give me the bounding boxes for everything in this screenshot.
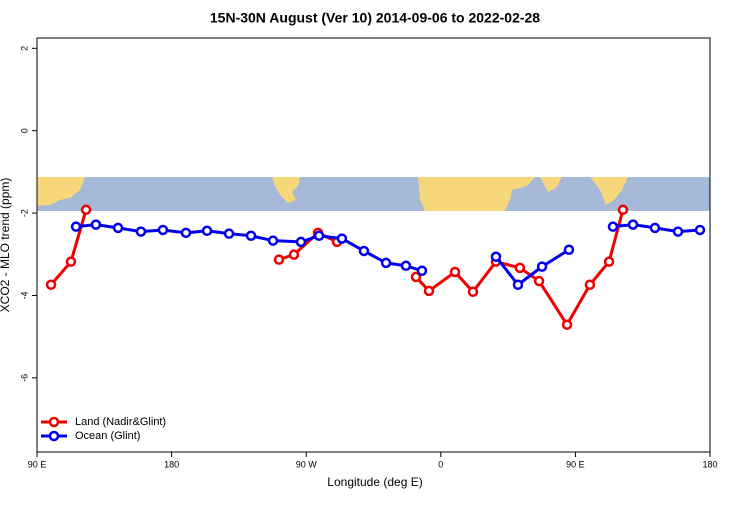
y-tick-label: -2 [19,209,29,217]
legend-label: Ocean (Glint) [75,430,140,442]
y-tick-label: -6 [19,374,29,382]
x-tick-label: 90 E [566,459,585,469]
point [410,271,422,283]
point [112,222,124,234]
x-tick-label: 90 W [296,459,318,469]
point [627,219,639,230]
point [490,251,502,262]
point [672,226,684,237]
point [584,279,596,291]
point [603,256,615,267]
legend-marker [48,430,60,442]
point [80,204,92,216]
point [649,222,661,234]
point [313,230,325,241]
point [180,227,192,239]
map-land [540,177,562,192]
point [467,286,479,298]
point [90,219,102,230]
chart-title: 15N-30N August (Ver 10) 2014-09-06 to 20… [210,10,540,26]
map-land [37,177,85,206]
point [201,225,213,237]
x-tick-label: 90 E [28,459,47,469]
y-axis-label: XCO2 - MLO trend (ppm) [0,178,12,313]
series-line [75,223,701,287]
point [536,261,548,272]
point [336,233,348,244]
point [295,236,307,248]
legend-label: Land (Nadir&Glint) [75,416,166,428]
point [45,279,57,291]
point [223,228,235,239]
point [514,262,526,274]
point [135,226,147,237]
point [512,279,524,291]
point [157,224,169,236]
point [380,257,392,269]
point [288,249,300,260]
point [416,265,428,276]
y-tick-label: -4 [19,291,29,299]
map-land [418,177,535,211]
point [694,224,706,236]
x-axis-label: Longitude (deg E) [327,475,422,489]
x-tick-label: 180 [164,459,179,469]
point [358,245,370,257]
point [607,221,619,232]
map-land [590,177,628,205]
point [273,254,285,265]
x-tick-label: 0 [438,459,443,469]
point [267,235,279,246]
y-tick-label: 2 [19,46,29,51]
point [563,244,575,255]
point [449,266,461,278]
map-strip [37,177,710,211]
point [533,275,545,287]
point [423,285,435,297]
x-tick-label: 180 [702,459,717,469]
y-tick-label: 0 [19,128,29,133]
point [65,256,77,267]
point [617,204,629,216]
point [561,319,573,330]
point [70,221,82,232]
plot-frame [36,37,711,453]
point [245,230,257,241]
legend-marker [48,416,60,428]
map-land [272,177,300,203]
point [400,260,412,272]
